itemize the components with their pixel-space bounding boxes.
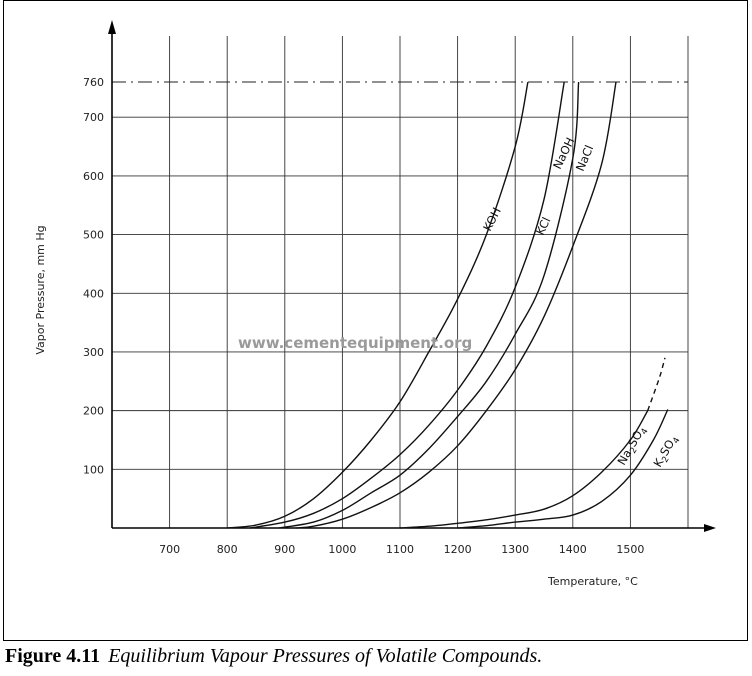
series-line-koh: [227, 81, 529, 529]
x-tick-label: 1200: [444, 543, 472, 556]
x-tick-label: 1000: [328, 543, 356, 556]
x-axis-label: Temperature, °C: [547, 575, 638, 588]
y-tick-label: 700: [83, 111, 104, 124]
chart: 700 800 900 1000 1100 1200 1300 1400 1500 100 200 3…: [34, 20, 716, 588]
tick-labels: 700 800 900 1000 1100 1200 1300 1400 1500 100 200 3…: [83, 76, 644, 556]
x-tick-label: 700: [159, 543, 180, 556]
series-line-k2so4: [457, 409, 669, 529]
series-label-na2so4: Na2SO4: [614, 423, 650, 469]
x-tick-label: 1100: [386, 543, 414, 556]
y-tick-label: 300: [83, 346, 104, 359]
y-tick-label: 600: [83, 170, 104, 183]
y-tick-label: 500: [83, 229, 104, 242]
series-line-nacl: [296, 81, 617, 529]
caption-text: Equilibrium Vapour Pressures of Volatile…: [108, 645, 543, 667]
x-tick-label: 1500: [616, 543, 644, 556]
series-label-koh: KOH: [480, 205, 504, 233]
x-tick-label: 800: [217, 543, 238, 556]
series-line-na2so4-extension: [647, 357, 666, 411]
series-line-kcl: [278, 81, 580, 529]
y-tick-label: 760: [83, 76, 104, 89]
y-axis-arrow: [108, 20, 116, 34]
caption-number: Figure 4.11: [5, 645, 101, 667]
x-tick-label: 1400: [559, 543, 587, 556]
x-tick-label: 900: [274, 543, 295, 556]
figure-frame: [3, 0, 748, 641]
series-curves: [227, 81, 669, 529]
series-line-na2so4: [399, 410, 649, 529]
y-tick-label: 400: [83, 287, 104, 300]
x-tick-label: 1300: [501, 543, 529, 556]
y-axis-label: Vapor Pressure, mm Hg: [34, 225, 47, 354]
figure-caption: Figure 4.11 Equilibrium Vapour Pressures …: [5, 645, 542, 668]
series-label-k2so4: K2SO4: [650, 432, 682, 471]
y-tick-label: 200: [83, 405, 104, 418]
series-label-nacl: NaCl: [573, 143, 596, 173]
y-tick-label: 100: [83, 463, 104, 476]
watermark-text: www.cementequipment.org: [238, 334, 472, 352]
series-line-naoh: [250, 81, 565, 529]
x-axis-arrow: [704, 524, 716, 532]
series-label-kcl: KCl: [533, 215, 553, 237]
